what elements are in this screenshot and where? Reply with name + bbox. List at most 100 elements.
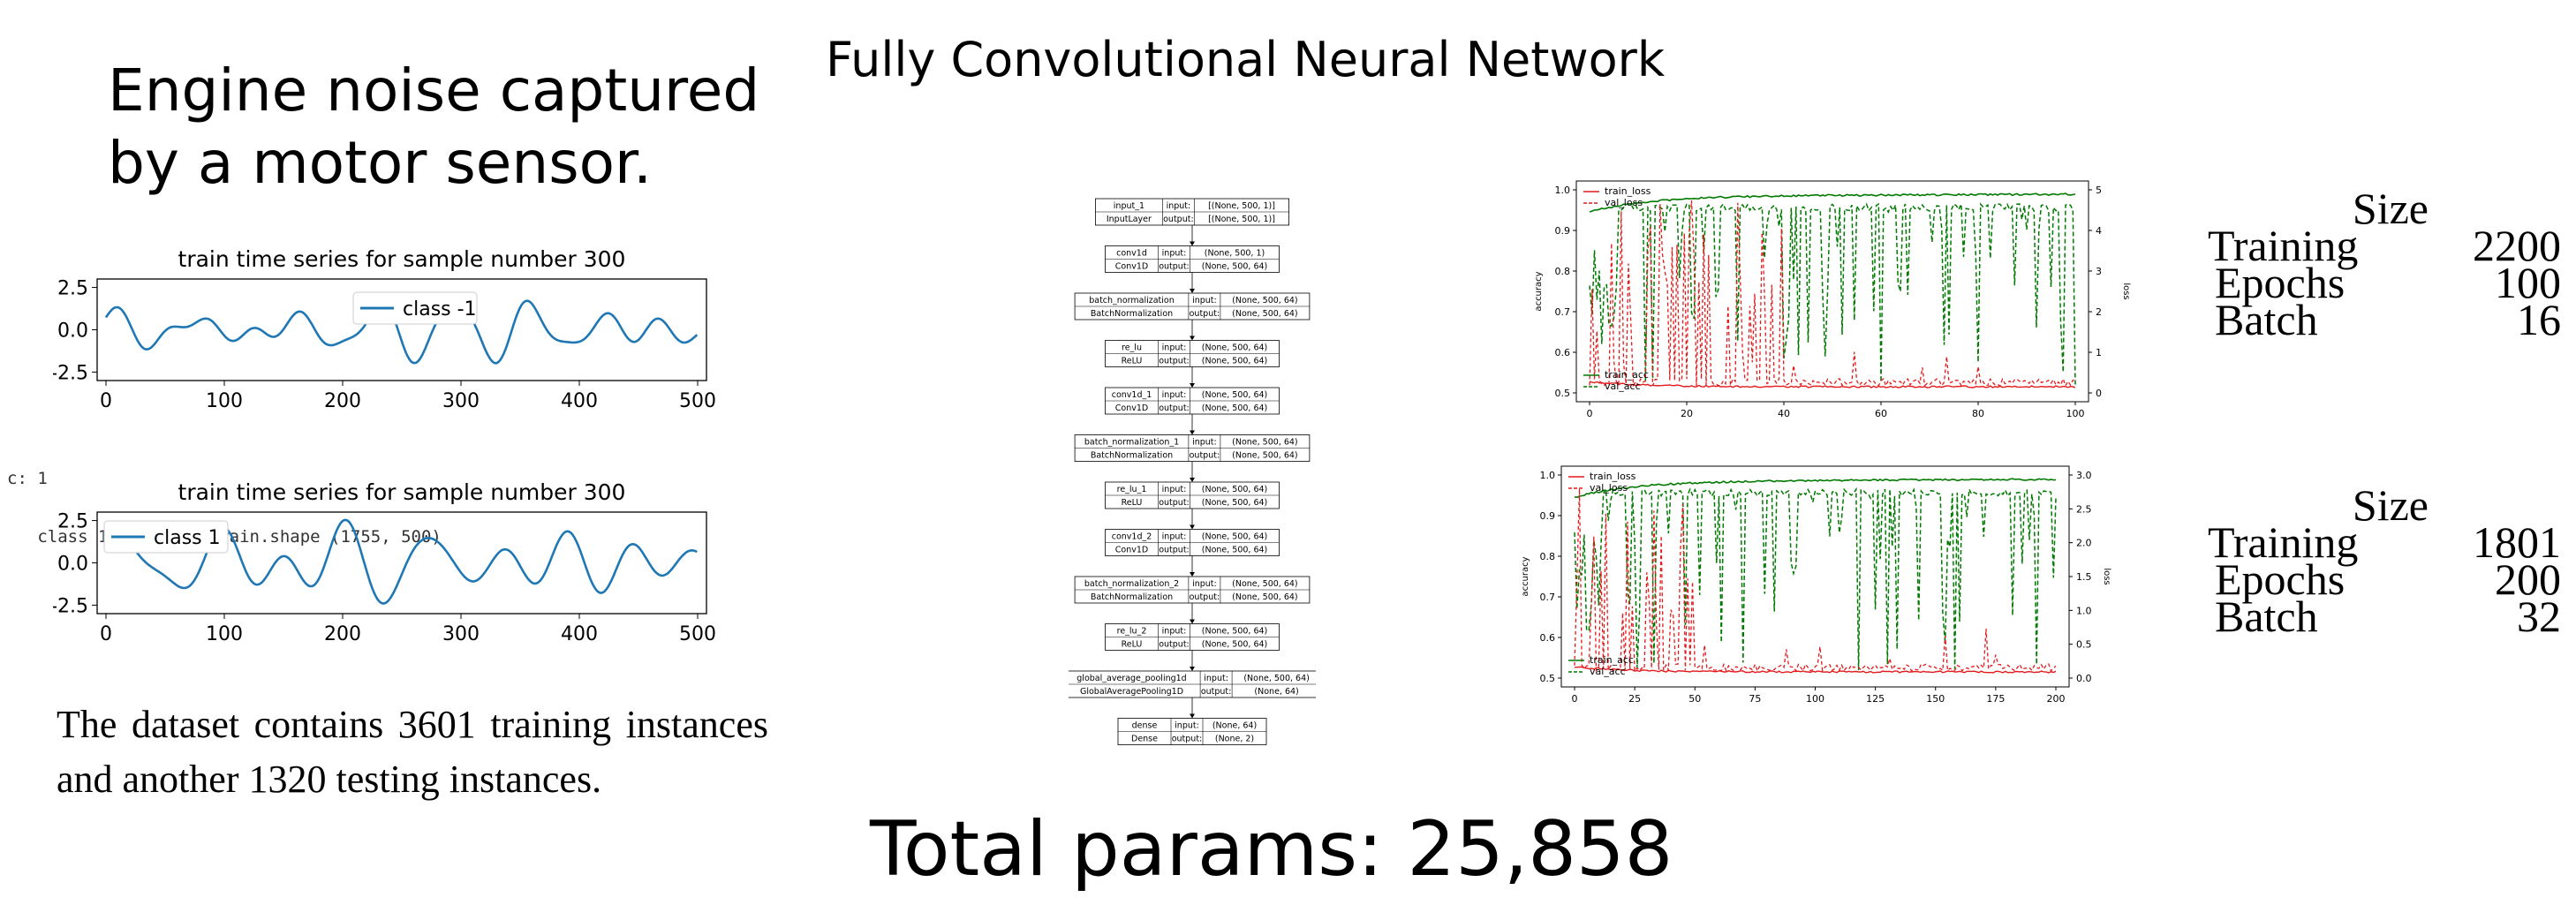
y-tick-label: 0.9 [1540,510,1556,522]
legend-label: val_acc [1590,666,1626,677]
legend-label: val_loss [1605,197,1643,208]
y-tick-label: 1.0 [1555,185,1571,196]
layer-input-label: input: [1162,627,1187,637]
x-tick-label: 80 [1972,408,1984,419]
x-tick-label: 0 [100,623,112,645]
layer-output-shape: (None, 500, 64) [1202,357,1268,366]
layer-input-label: input: [1192,579,1217,589]
layer-name: batch_normalization [1089,296,1175,305]
layer-input-shape: [(None, 500, 1)] [1208,201,1275,211]
y-tick-label: -2.5 [53,595,88,617]
x-tick-label: 500 [679,623,716,645]
legend-box [103,520,229,554]
x-tick-label: 100 [206,390,243,412]
layer-output-label: output: [1159,357,1190,366]
layer-type: BatchNormalization [1091,309,1173,319]
x-tick-label: 200 [2047,693,2066,705]
arrowhead [1190,289,1195,293]
layer-output-label: output: [1159,403,1190,413]
y-axis-label: accuracy [1521,556,1530,596]
x-tick-label: 75 [1749,693,1761,705]
layer-input-label: input: [1162,390,1187,400]
y-tick-label: 0.7 [1540,592,1556,603]
layer-output-label: output: [1163,215,1194,224]
x-tick-label: 40 [1778,408,1790,419]
layer-type: Conv1D [1115,546,1148,555]
layer-input-label: input: [1162,249,1187,259]
layer-name: re_lu [1122,343,1142,353]
y-tick-label: 2.5 [57,278,88,300]
y2-tick-label: 3 [2096,266,2102,277]
legend-label: train_acc [1605,369,1649,381]
layer-output-shape: (None, 500, 64) [1202,498,1268,508]
y2-tick-label: 2.0 [2076,538,2092,549]
dataset-description: The dataset contains 3601 training insta… [57,703,768,801]
stats-table-2: Size Training 1801 Epochs 200 Batch 32 [2208,483,2561,641]
layer-output-shape: (None, 500, 64) [1202,640,1268,650]
layer-input-shape: (None, 500, 1) [1205,249,1265,259]
heading: Engine noise captured by a motor sensor. [108,55,759,200]
layer-type: ReLU [1122,498,1143,508]
arrowhead [1190,524,1195,530]
layer-type: GlobalAveragePooling1D [1080,687,1183,697]
layer-type: ReLU [1122,357,1143,366]
layer-output-shape: (None, 500, 64) [1202,262,1268,272]
layer-input-shape: (None, 500, 64) [1232,296,1298,305]
train-loss-line [1589,381,2076,388]
layer-input-shape: (None, 500, 64) [1202,343,1268,353]
layer-output-label: output: [1190,309,1220,319]
layer-output-shape: (None, 2) [1215,735,1254,744]
x-tick-label: 0 [1572,693,1578,705]
layer-input-label: input: [1162,532,1187,542]
stats-label: Training [2208,221,2359,270]
stats-value: 16 [2517,295,2561,344]
arrowhead [1190,667,1195,671]
arrowhead [1190,336,1195,341]
slide-title: Fully Convolutional Neural Network [826,32,1666,87]
stats-label: Batch [2215,592,2318,641]
arrowhead [1190,713,1195,719]
layer-name: re_lu_1 [1117,485,1147,494]
console-line-1: c: 1 [7,469,48,488]
plot-frame [1575,180,2089,403]
val-acc-line [1574,486,2057,671]
y-tick-label: 0.5 [1540,673,1556,684]
y2-tick-label: 5 [2096,185,2102,196]
arrowhead [1190,383,1195,388]
layer-type: ReLU [1122,640,1143,650]
x-tick-label: 100 [206,623,243,645]
legend-label: val_acc [1605,381,1641,392]
layer-input-shape: (None, 500, 64) [1202,532,1268,542]
arrowhead [1190,430,1195,435]
series-line [104,299,699,365]
layer-output-label: output: [1159,498,1190,508]
layer-type: Dense [1131,735,1158,744]
time-series-chart-2: train time series for sample number 300 2… [53,479,716,645]
arrowhead [1190,241,1195,246]
layer-name: conv1d_1 [1112,390,1152,400]
stats-table-1: Size Training 2200 Epochs 100 Batch 16 [2208,186,2561,344]
heading-line-1: Engine noise captured [108,57,760,124]
stats-label: Training [2208,517,2359,567]
layer-name: conv1d [1116,249,1147,259]
stats-value: 100 [2495,258,2561,307]
legend-label: val_loss [1590,482,1628,494]
y-tick-label: 0.6 [1540,632,1556,644]
x-tick-label: 500 [679,390,716,412]
y2-axis-label: loss [2121,283,2131,299]
y-tick-label: 0.9 [1555,225,1571,237]
y2-tick-label: 0.5 [2076,639,2092,651]
stats-label: Epochs [2215,554,2346,604]
y2-tick-label: 1.5 [2076,571,2092,583]
y-tick-label: 0.5 [1555,388,1571,399]
y-tick-label: 0.0 [57,320,88,343]
layer-type: InputLayer [1107,215,1152,224]
series-line [104,518,698,605]
arrowhead [1190,572,1195,577]
x-tick-label: 100 [2066,408,2085,419]
x-tick-label: 60 [1875,408,1887,419]
train-acc-line [1589,192,2076,213]
time-series-chart-1: train time series for sample number 300 2… [53,246,716,412]
layer-name: re_lu_2 [1117,627,1147,637]
